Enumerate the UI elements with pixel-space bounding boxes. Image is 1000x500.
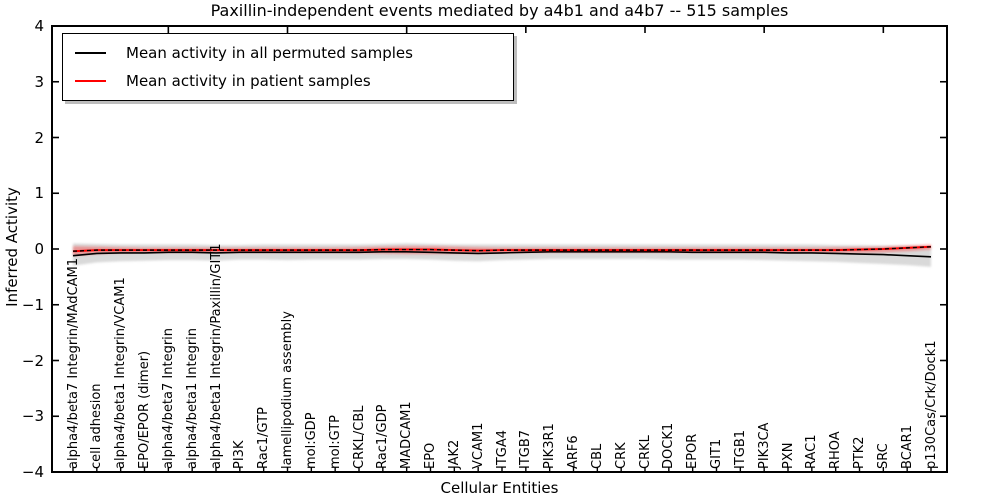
permuted-std-band: [73, 243, 931, 267]
legend-label: Mean activity in patient samples: [126, 72, 371, 90]
legend-item: Mean activity in patient samples: [75, 67, 513, 95]
x-tick-label: p130Cas/Crk/Dock1: [923, 340, 939, 469]
x-tick-label: BCAR1: [899, 425, 915, 469]
legend-item: Mean activity in all permuted samples: [75, 39, 513, 67]
y-tick-label: 1: [34, 184, 44, 203]
x-tick-label: Rac1/GDP: [375, 404, 391, 469]
y-tick-label: 4: [34, 17, 44, 35]
x-tick-label: mol:GTP: [327, 415, 343, 469]
x-tick-label: EPO: [423, 442, 438, 469]
x-tick-label: EPOR: [685, 433, 701, 469]
legend: Mean activity in all permuted samples Mea…: [62, 33, 514, 101]
x-tick-label: alpha4/beta7 Integrin/MAdCAM1: [65, 258, 81, 469]
axes-frame: [51, 25, 948, 473]
x-tick-label: PTK2: [852, 436, 867, 469]
y-tick-label: −4: [21, 463, 44, 481]
x-tick-label: ARF6: [566, 435, 581, 469]
y-tick-label: 3: [34, 72, 44, 91]
x-tick-label: RHOA: [828, 431, 844, 469]
x-tick-label: ITGA4: [494, 429, 510, 469]
x-tick-label: SRC: [875, 443, 891, 469]
x-tick-label: cell adhesion: [89, 383, 105, 469]
x-tick-label: alpha4/beta1 Integrin/Paxillin/GIT1: [208, 243, 224, 469]
x-tick-label: ITGB7: [518, 429, 534, 469]
x-tick-label: Rac1/GTP: [256, 407, 272, 469]
x-tick-label: PXN: [780, 442, 796, 469]
y-tick-label: 0: [34, 240, 44, 258]
x-tick-label: VCAM1: [470, 422, 486, 469]
x-tick-label: CBL: [589, 443, 605, 469]
x-tick-label: alpha4/beta7 Integrin: [160, 327, 176, 469]
y-tick-label: −2: [21, 351, 44, 370]
x-tick-label: lamellipodium assembly: [280, 311, 295, 469]
legend-label: Mean activity in all permuted samples: [126, 44, 413, 62]
x-tick-label: PIK3CA: [756, 422, 772, 469]
y-tick-label: −3: [21, 407, 44, 426]
x-tick-label: PIK3R1: [542, 423, 558, 469]
x-tick-label: CRK: [613, 442, 629, 469]
x-tick-label: ITGB1: [732, 429, 748, 469]
x-tick-label: MADCAM1: [399, 401, 415, 469]
legend-line-sample-icon: [75, 80, 106, 82]
dashed-overlay-line: [72, 246, 932, 252]
legend-rows: Mean activity in all permuted samples Mea…: [75, 39, 513, 95]
x-tick-label: PI3K: [232, 440, 248, 469]
y-tick-label: 2: [34, 128, 44, 147]
x-tick-label: alpha4/beta1 Integrin/VCAM1: [113, 277, 129, 469]
mean-activity-in-all-permuted-samples-line: [72, 250, 932, 258]
x-tick-label: RAC1: [804, 434, 820, 469]
x-tick-label: GIT1: [709, 438, 724, 469]
y-tick-label: −1: [21, 295, 44, 314]
x-tick-label: CRKL: [637, 435, 653, 469]
x-tick-label: DOCK1: [661, 422, 677, 469]
legend-line-sample-icon: [75, 52, 106, 54]
x-tick-label: EPO/EPOR (dimer): [137, 350, 152, 469]
x-tick-label: CRKL/CBL: [351, 405, 367, 470]
x-tick-label: JAK2: [446, 439, 462, 469]
x-axis-title: Cellular Entities: [440, 479, 559, 497]
chart-title: Paxillin-independent events mediated by …: [210, 1, 789, 20]
x-tick-label: mol:GDP: [303, 412, 319, 469]
x-tick-label: alpha4/beta1 Integrin: [184, 327, 200, 469]
